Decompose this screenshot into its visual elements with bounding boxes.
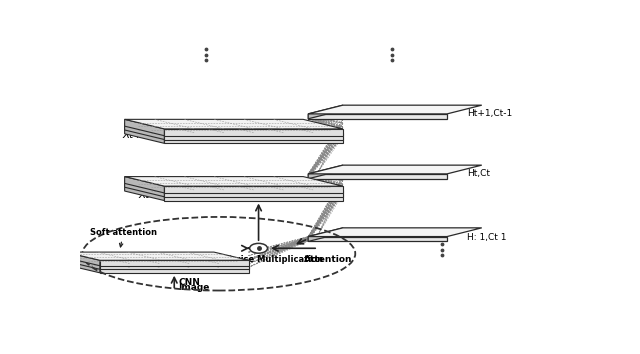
Polygon shape [308, 105, 343, 119]
Polygon shape [164, 190, 343, 197]
Polygon shape [164, 133, 343, 139]
Text: H: 1,Ct 1: H: 1,Ct 1 [467, 233, 506, 242]
Polygon shape [164, 194, 343, 201]
Text: Ht+1,Ct-1: Ht+1,Ct-1 [467, 109, 512, 118]
Polygon shape [308, 174, 447, 179]
Polygon shape [125, 119, 164, 136]
Text: Soft attention: Soft attention [90, 228, 157, 247]
Text: Attention: Attention [304, 255, 352, 264]
Polygon shape [125, 177, 164, 193]
Polygon shape [125, 184, 343, 194]
Polygon shape [65, 256, 100, 269]
Text: Xt+1: Xt+1 [123, 130, 150, 140]
Polygon shape [125, 123, 343, 133]
Polygon shape [100, 260, 248, 266]
Polygon shape [65, 259, 100, 273]
Polygon shape [65, 252, 248, 260]
Polygon shape [65, 259, 248, 267]
Polygon shape [308, 236, 447, 241]
Polygon shape [308, 228, 482, 236]
Polygon shape [164, 129, 343, 136]
Polygon shape [65, 256, 248, 264]
Circle shape [250, 243, 268, 253]
Polygon shape [308, 165, 482, 174]
Polygon shape [125, 119, 343, 129]
Polygon shape [125, 127, 164, 143]
Text: Elementwise Multiplication: Elementwise Multiplication [194, 255, 323, 264]
Polygon shape [100, 264, 248, 269]
Text: Image Features: Image Features [110, 252, 175, 261]
Polygon shape [164, 186, 343, 193]
Polygon shape [65, 252, 100, 266]
Text: Xt: Xt [138, 190, 150, 200]
Polygon shape [308, 228, 343, 241]
Polygon shape [308, 165, 343, 179]
Polygon shape [164, 137, 343, 143]
Polygon shape [125, 177, 343, 186]
Text: CNN: CNN [178, 278, 200, 287]
Polygon shape [100, 267, 248, 273]
Polygon shape [125, 123, 164, 139]
Polygon shape [125, 127, 343, 137]
Polygon shape [125, 184, 164, 201]
Polygon shape [308, 105, 482, 114]
Polygon shape [125, 181, 343, 190]
Text: Image: Image [179, 283, 210, 292]
Text: Ht,Ct: Ht,Ct [467, 169, 490, 178]
Polygon shape [308, 114, 447, 119]
Polygon shape [125, 181, 164, 197]
